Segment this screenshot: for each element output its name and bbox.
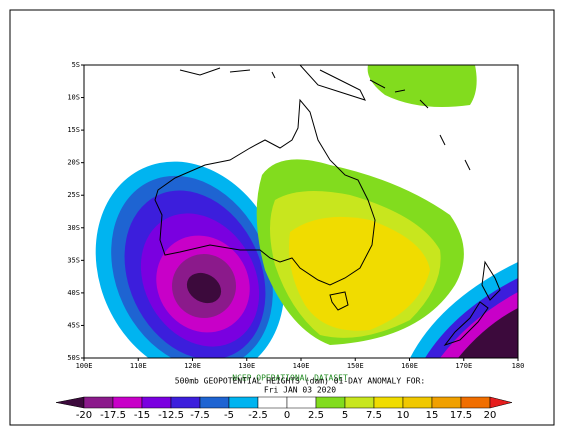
colorbar-label: -12.5 [158,410,184,421]
y-tick-label: 25S [67,191,80,199]
y-tick-label: 35S [67,256,80,264]
colorbar-end [55,396,85,409]
colorbar-segment [228,396,259,409]
y-tick-label: 30S [67,224,80,232]
x-tick-label: 170E [455,362,472,370]
colorbar-segment [460,396,491,409]
colorbar-segment [344,396,375,409]
y-tick-label: 50S [67,354,80,362]
x-tick-label: 140E [293,362,310,370]
colorbar-segment [373,396,404,409]
x-tick-label: 100E [76,362,93,370]
y-tick-label: 10S [67,94,80,102]
x-tick-label: 130E [238,362,255,370]
colorbar-label: 17.5 [450,410,472,421]
colorbar-label: 0 [284,410,290,421]
colorbar-label: 7.5 [366,410,382,421]
colorbar-label: -2.5 [248,410,268,421]
colorbar-label: 2.5 [308,410,324,421]
colorbar-label: 20 [484,410,497,421]
x-tick-label: 110E [130,362,147,370]
x-tick-label: 160E [401,362,418,370]
title: 500mb GEOPOTENTIAL HEIGHTS (dam) 01-DAY … [175,377,425,386]
y-tick-label: 15S [67,126,80,134]
colorbar-segment [286,396,317,409]
colorbar-label: -15 [134,410,150,421]
colorbar-segment [199,396,230,409]
y-tick-label: 45S [67,321,80,329]
colorbar-label: -5 [224,410,234,421]
colorbar-segment [112,396,143,409]
watermark: NCEP OPERATIONAL DATASET [232,374,348,383]
colorbar-label: 5 [342,410,348,421]
x-tick-label: 150E [347,362,364,370]
colorbar-label: 15 [426,410,439,421]
colorbar-label: -17.5 [100,410,126,421]
y-tick-label: 40S [67,289,80,297]
colorbar-label: -7.5 [190,410,210,421]
y-tick-label: 5S [72,61,80,69]
frame [9,9,555,426]
colorbar-segment [141,396,172,409]
colorbar-segment [402,396,433,409]
x-tick-label: 180 [512,362,525,370]
colorbar-segment [315,396,346,409]
date: Fri JAN 03 2020 [264,386,336,395]
colorbar-segment [83,396,114,409]
y-tick-label: 20S [67,159,80,167]
anomaly-field [84,65,518,358]
colorbar-label: 10 [397,410,410,421]
colorbar-segment [431,396,462,409]
x-tick-label: 120E [184,362,201,370]
colorbar-label: -20 [76,410,92,421]
colorbar-segment [257,396,288,409]
colorbar-segment [170,396,201,409]
colorbar-end [489,396,513,409]
